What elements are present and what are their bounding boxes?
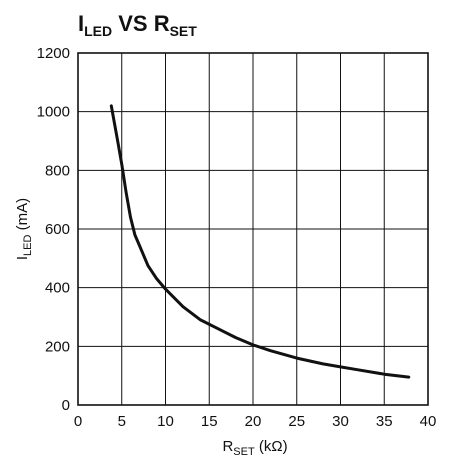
y-tick-label: 1200 bbox=[37, 45, 70, 62]
y-tick-label: 0 bbox=[62, 397, 70, 414]
y-tick-label: 800 bbox=[45, 162, 70, 179]
x-tick-label: 35 bbox=[376, 413, 393, 430]
grid bbox=[77, 52, 429, 406]
series-line bbox=[109, 104, 411, 379]
x-tick-label: 40 bbox=[420, 413, 437, 430]
y-tick-label: 400 bbox=[45, 280, 70, 297]
x-tick-label: 15 bbox=[201, 413, 218, 430]
x-tick-label: 30 bbox=[332, 413, 349, 430]
x-axis-label: RSET (kΩ) bbox=[222, 438, 287, 458]
y-tick-labels: 0 200 400 600 800 1000 1200 bbox=[37, 45, 70, 414]
x-tick-label: 5 bbox=[118, 413, 126, 430]
y-tick-label: 200 bbox=[45, 338, 70, 355]
x-tick-label: 20 bbox=[245, 413, 262, 430]
y-tick-label: 600 bbox=[45, 221, 70, 238]
x-tick-label: 25 bbox=[288, 413, 305, 430]
x-tick-label: 10 bbox=[157, 413, 174, 430]
y-axis-label: ILED (mA) bbox=[14, 198, 34, 260]
x-tick-label: 0 bbox=[74, 413, 82, 430]
x-tick-labels: 0 5 10 15 20 25 30 35 40 bbox=[74, 413, 437, 430]
series-layer bbox=[109, 104, 411, 379]
plot-frame bbox=[77, 52, 429, 406]
chart-title: ILED VS RSET bbox=[78, 11, 197, 39]
y-tick-label: 1000 bbox=[37, 104, 70, 121]
